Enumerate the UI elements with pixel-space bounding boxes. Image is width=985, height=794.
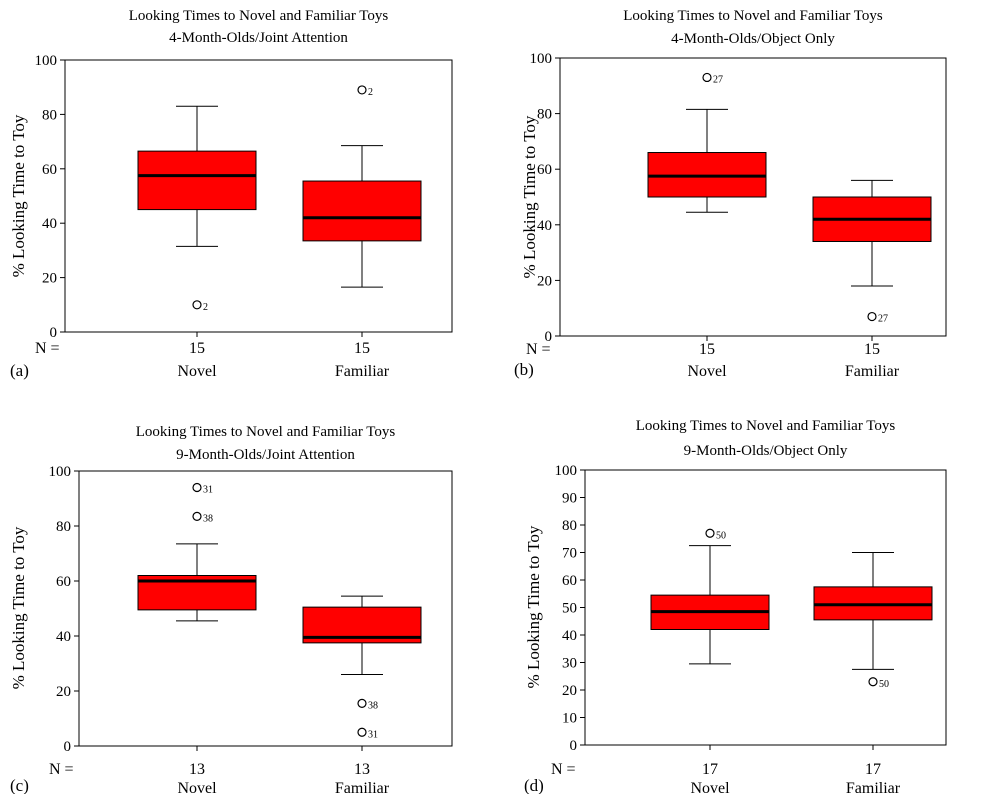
y-tick-label: 20 — [42, 271, 57, 287]
outlier-point — [192, 300, 202, 310]
chart-title: Looking Times to Novel and Familiar Toys — [136, 424, 396, 440]
y-axis-label: % Looking Time to Toy — [9, 526, 28, 689]
y-tick-label: 80 — [537, 107, 552, 123]
y-tick-label: 60 — [562, 573, 577, 589]
panel-label: (d) — [524, 776, 544, 794]
box-familiar — [302, 180, 422, 242]
y-tick-label: 60 — [537, 162, 552, 178]
panel-d: Looking Times to Novel and Familiar Toys… — [524, 418, 947, 794]
panel-label: (a) — [10, 361, 29, 380]
chart-title: Looking Times to Novel and Familiar Toys — [129, 8, 389, 24]
outlier-label: 38 — [368, 700, 378, 711]
y-tick-label: 50 — [562, 601, 577, 617]
n-value: 17 — [702, 761, 718, 778]
y-tick-label: 40 — [42, 216, 57, 232]
n-value: 15 — [354, 340, 370, 357]
y-tick-label: 100 — [555, 463, 578, 479]
chart-subtitle: 9-Month-Olds/Joint Attention — [176, 447, 355, 463]
panel-label: (c) — [10, 776, 29, 794]
outlier-label: 50 — [879, 679, 889, 690]
n-value: 15 — [189, 340, 205, 357]
outlier-point — [867, 311, 877, 322]
n-label: N = — [49, 761, 74, 778]
outlier-point — [192, 511, 202, 521]
n-label: N = — [551, 761, 576, 778]
y-tick-label: 20 — [562, 683, 577, 699]
y-tick-label: 30 — [562, 656, 577, 672]
outlier-label: 31 — [203, 485, 213, 496]
panel-label: (b) — [514, 360, 534, 379]
y-tick-label: 60 — [56, 574, 71, 590]
plot-frame — [78, 470, 453, 747]
outlier-label: 27 — [878, 314, 888, 325]
n-value: 15 — [699, 341, 715, 358]
y-tick-label: 90 — [562, 491, 577, 507]
y-tick-label: 60 — [42, 162, 57, 178]
outlier-label: 31 — [368, 729, 378, 740]
y-tick-label: 20 — [56, 684, 71, 700]
category-label: Familiar — [845, 363, 900, 380]
y-tick-label: 100 — [530, 51, 553, 67]
n-value: 17 — [865, 761, 881, 778]
panel-b: Looking Times to Novel and Familiar Toys… — [514, 8, 947, 380]
y-tick-label: 100 — [49, 464, 72, 480]
outlier-label: 38 — [203, 513, 213, 524]
y-tick-label: 40 — [537, 218, 552, 234]
y-tick-label: 0 — [50, 325, 58, 341]
y-axis-label: % Looking Time to Toy — [9, 114, 28, 277]
outlier-label: 50 — [716, 530, 726, 541]
y-tick-label: 10 — [562, 711, 577, 727]
category-label: Familiar — [846, 780, 901, 794]
y-tick-label: 0 — [64, 739, 72, 755]
category-label: Novel — [177, 780, 217, 794]
n-value: 15 — [864, 341, 880, 358]
n-value: 13 — [189, 761, 205, 778]
outlier-label: 2 — [368, 87, 373, 98]
chart-subtitle: 4-Month-Olds/Object Only — [671, 31, 835, 47]
box-novel — [137, 150, 257, 211]
y-tick-label: 80 — [42, 107, 57, 123]
outlier-point — [868, 677, 878, 687]
plot-frame — [559, 57, 947, 337]
chart-subtitle: 4-Month-Olds/Joint Attention — [169, 30, 348, 46]
outlier-point — [705, 528, 715, 538]
chart-title: Looking Times to Novel and Familiar Toys — [623, 8, 883, 24]
y-tick-label: 70 — [562, 546, 577, 562]
y-tick-label: 40 — [56, 629, 71, 645]
n-label: N = — [526, 341, 551, 358]
y-axis-label: % Looking Time to Toy — [524, 525, 543, 688]
n-label: N = — [35, 340, 60, 357]
category-label: Familiar — [335, 363, 390, 380]
outlier-point — [357, 727, 367, 737]
y-tick-label: 100 — [35, 53, 58, 69]
panel-a: Looking Times to Novel and Familiar Toys… — [9, 8, 453, 380]
category-label: Novel — [690, 780, 730, 794]
outlier-label: 2 — [203, 302, 208, 313]
outlier-point — [702, 72, 712, 83]
outlier-label: 27 — [713, 74, 723, 85]
outlier-point — [192, 482, 202, 493]
y-axis-label: % Looking Time to Toy — [520, 115, 539, 278]
outlier-point — [357, 698, 367, 708]
y-tick-label: 40 — [562, 628, 577, 644]
y-tick-label: 80 — [56, 519, 71, 535]
category-label: Novel — [177, 363, 217, 380]
y-tick-label: 0 — [545, 329, 553, 345]
chart-title: Looking Times to Novel and Familiar Toys — [636, 418, 896, 434]
y-tick-label: 20 — [537, 273, 552, 289]
n-value: 13 — [354, 761, 370, 778]
panel-c: Looking Times to Novel and Familiar Toys… — [9, 424, 453, 794]
chart-subtitle: 9-Month-Olds/Object Only — [684, 443, 848, 459]
category-label: Familiar — [335, 780, 390, 794]
plot-frame — [64, 59, 453, 333]
y-tick-label: 0 — [570, 738, 578, 754]
category-label: Novel — [687, 363, 727, 380]
y-tick-label: 80 — [562, 518, 577, 534]
outlier-point — [357, 85, 367, 95]
